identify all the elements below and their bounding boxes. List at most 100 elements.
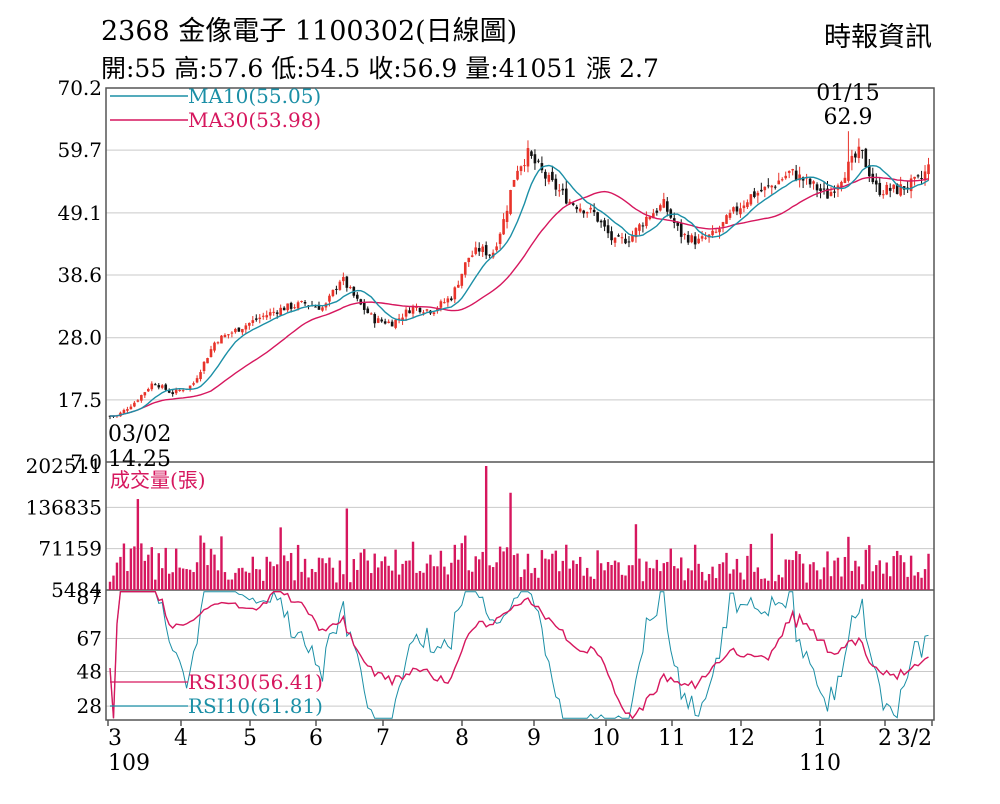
candle-body (188, 385, 192, 389)
candle-body (613, 237, 617, 243)
candle-body (488, 254, 491, 256)
chart-border (105, 87, 935, 721)
candle-body (770, 185, 774, 188)
candle-body (505, 210, 509, 222)
volume-bar (871, 571, 874, 590)
candle-body (390, 321, 394, 327)
volume-bar (133, 546, 136, 590)
volume-bar (244, 571, 248, 590)
chart-title: 2368 金像電子 1100302(日線圖) (101, 16, 517, 47)
candle-body (735, 206, 739, 212)
price-tick-label: 59.7 (57, 138, 102, 162)
volume-bar (408, 560, 411, 590)
candle-body (854, 153, 857, 158)
candle-body (923, 171, 927, 181)
candle-body (136, 400, 140, 402)
candle-body (599, 220, 603, 223)
candle-body (808, 178, 812, 185)
volume-bar (774, 581, 777, 590)
volume-bar (728, 573, 732, 590)
candle-body (160, 385, 164, 388)
volume-bar (512, 555, 516, 590)
candle-body (787, 171, 791, 173)
candle-body (509, 189, 512, 214)
volume-bar (523, 569, 526, 590)
volume-bar (544, 558, 547, 590)
candle-body (157, 385, 161, 388)
volume-bar (471, 571, 474, 590)
month-label: 10 (592, 726, 620, 751)
volume-bar (770, 533, 773, 590)
candle-body (303, 301, 307, 304)
candle-body (756, 192, 760, 196)
candle-body (843, 177, 847, 183)
candle-body (380, 319, 383, 322)
year-label: 109 (108, 751, 150, 776)
candle-body (920, 178, 923, 180)
candle-body (342, 276, 345, 282)
candle-body (446, 298, 450, 303)
candle-body (575, 206, 579, 210)
month-label: 9 (527, 726, 541, 751)
candle-body (268, 312, 272, 316)
candle-body (258, 317, 262, 320)
volume-bar (269, 561, 272, 590)
candle-body (571, 203, 575, 205)
candle-body (753, 191, 756, 197)
volume-bar (620, 574, 624, 590)
volume-bar (565, 544, 568, 590)
candle-body (665, 201, 669, 212)
volume-bar (140, 543, 143, 590)
candle-body (498, 233, 502, 244)
candle-body (167, 390, 171, 393)
volume-bar (833, 560, 836, 590)
candle-body (641, 225, 645, 227)
candle-body (495, 246, 498, 251)
candle-body (690, 235, 693, 243)
candle-body (474, 247, 478, 254)
volume-bar (899, 555, 902, 590)
volume-bar (683, 580, 686, 590)
volume-bar (617, 562, 620, 590)
volume-bar (812, 562, 815, 590)
candle-body (857, 146, 861, 159)
month-label: 5 (243, 726, 257, 751)
candle-body (798, 174, 801, 181)
volume-bar (575, 563, 578, 590)
volume-bar (864, 549, 868, 590)
volume-bar (481, 551, 484, 590)
candle-body (362, 302, 366, 310)
volume-bar (815, 570, 819, 590)
volume-bar (725, 552, 728, 590)
candle-body (819, 188, 822, 191)
candle-body (237, 327, 241, 332)
volume-bar (686, 568, 690, 590)
low-date-annotation: 03/02 (108, 422, 171, 447)
volume-bar (216, 570, 220, 590)
volume-tick-label: 5484 (51, 578, 102, 602)
candle-body (700, 236, 704, 239)
volume-bar (693, 544, 697, 590)
volume-bar (178, 567, 181, 590)
candle-body (404, 309, 408, 317)
candle-body (704, 237, 707, 239)
candle-body (477, 248, 481, 252)
volume-bar (561, 560, 564, 590)
volume-bar (478, 559, 481, 590)
candle-body (241, 329, 244, 333)
candle-body (881, 194, 885, 196)
candle-body (627, 241, 631, 243)
candle-body (192, 383, 195, 385)
volume-bar (655, 559, 659, 590)
volume-bar (613, 560, 617, 590)
volume-bar (495, 562, 498, 590)
volume-bar (234, 572, 237, 590)
volume-bar (638, 558, 641, 590)
volume-bar (192, 572, 195, 590)
volume-bar (861, 584, 864, 590)
candle-body (669, 209, 673, 218)
legend-label: MA30(53.98) (188, 108, 321, 132)
price-tick-label: 28.0 (57, 326, 102, 350)
volume-bar (202, 542, 206, 590)
price-tick-label: 7.0 (70, 450, 102, 474)
